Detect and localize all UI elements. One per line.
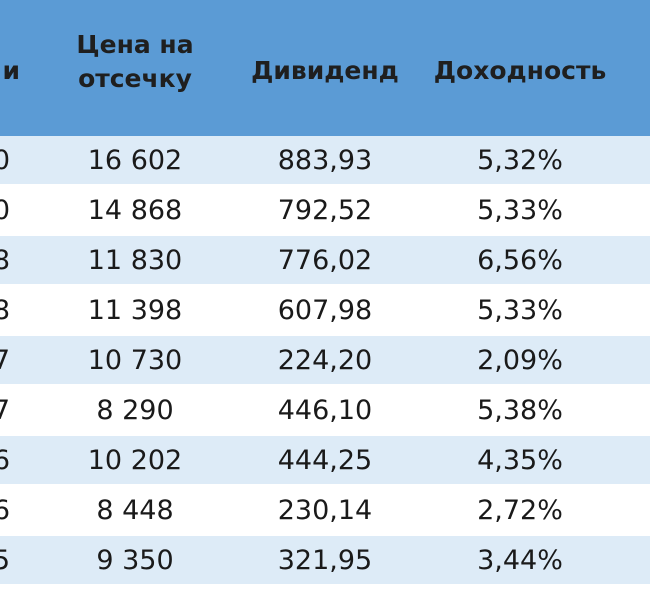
table-row: 5 9 350 321,95 3,44% [0,536,650,586]
cell-first: 8 [0,295,10,326]
cell-dividend: 224,20 [277,345,373,376]
cell-dividend: 230,14 [277,495,373,526]
cell-yield: 5,32% [477,145,563,176]
cell-dividend: 883,93 [277,145,373,176]
header-dividend-column: Дивиденд [251,56,399,85]
cell-price: 8 448 [96,495,174,526]
cell-yield: 4,35% [477,445,563,476]
cell-first: 5 [0,545,10,576]
header-first-column: и [2,56,20,85]
cell-first: 7 [0,395,10,426]
table-row: 8 11 830 776,02 6,56% [0,236,650,286]
table-row: 7 10 730 224,20 2,09% [0,336,650,386]
cell-price: 11 830 [87,245,183,276]
header-yield-column: Доходность [433,56,607,85]
cell-price: 10 202 [87,445,183,476]
cell-yield: 2,09% [477,345,563,376]
header-price-line2: отсечку [78,64,192,93]
cell-yield: 5,33% [477,195,563,226]
table-row: 6 10 202 444,25 4,35% [0,436,650,486]
cell-dividend: 321,95 [277,545,373,576]
cell-dividend: 444,25 [277,445,373,476]
table-row: 0 16 602 883,93 5,32% [0,136,650,186]
cell-first: 8 [0,245,10,276]
cell-price: 16 602 [87,145,183,176]
table-row: 6 8 448 230,14 2,72% [0,486,650,536]
cell-price: 11 398 [87,295,183,326]
cell-price: 9 350 [96,545,174,576]
cell-dividend: 446,10 [277,395,373,426]
table-row: 8 11 398 607,98 5,33% [0,286,650,336]
cell-yield: 2,72% [477,495,563,526]
cell-yield: 6,56% [477,245,563,276]
cell-price: 10 730 [87,345,183,376]
cell-dividend: 792,52 [277,195,373,226]
table-row: 7 8 290 446,10 5,38% [0,386,650,436]
cell-yield: 3,44% [477,545,563,576]
cell-first: 7 [0,345,10,376]
cell-price: 14 868 [87,195,183,226]
table-row: 0 14 868 792,52 5,33% [0,186,650,236]
table-header: и Цена на отсечку Дивиденд Доходность [0,0,650,136]
cell-yield: 5,38% [477,395,563,426]
cell-yield: 5,33% [477,295,563,326]
cell-first: 6 [0,445,10,476]
cell-dividend: 607,98 [277,295,373,326]
cell-first: 6 [0,495,10,526]
cell-first: 0 [0,195,10,226]
cell-dividend: 776,02 [277,245,373,276]
cell-price: 8 290 [96,395,174,426]
cell-first: 0 [0,145,10,176]
header-price-column: Цена на отсечку [60,28,210,96]
header-price-line1: Цена на [76,30,194,59]
